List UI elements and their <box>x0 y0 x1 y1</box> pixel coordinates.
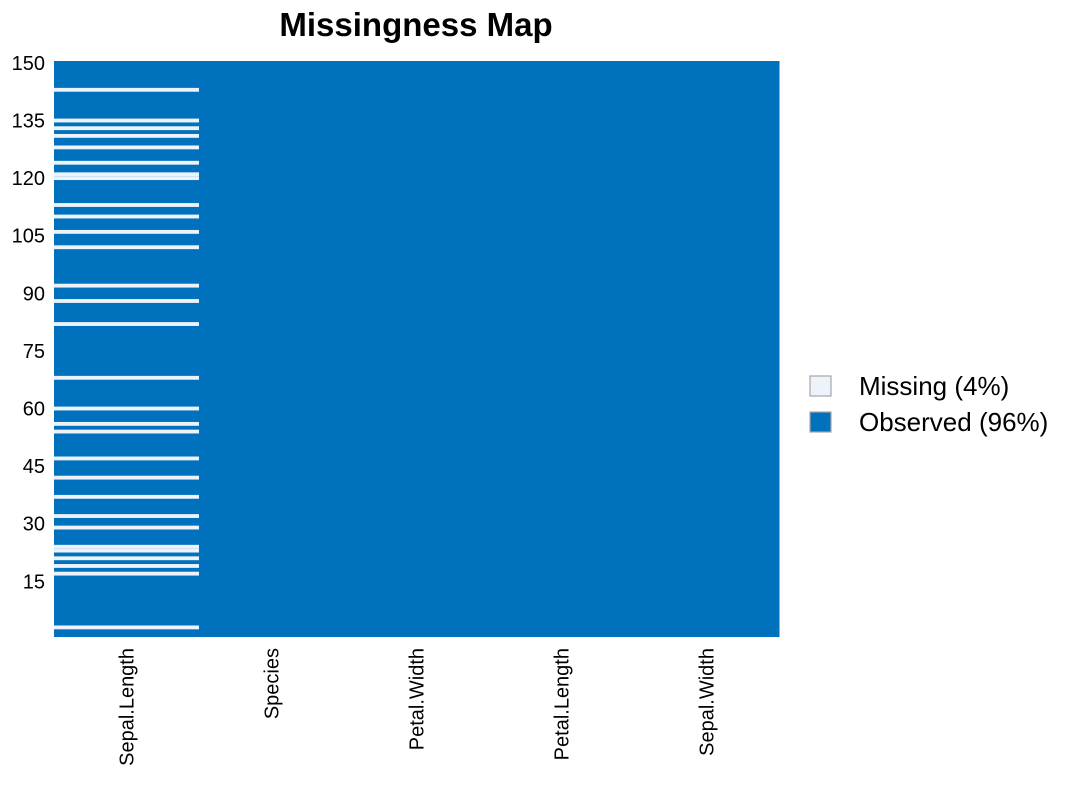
missing-cell <box>54 133 199 138</box>
missing-cell <box>54 214 199 219</box>
column-cells-sepal-width <box>634 61 780 637</box>
column-cells-sepal-length <box>54 61 200 637</box>
missing-cell <box>54 571 199 576</box>
missing-cell <box>54 514 199 518</box>
missing-cell <box>54 126 199 131</box>
missing-cell <box>54 299 199 303</box>
missing-cell <box>54 548 199 553</box>
missing-cell <box>54 556 199 561</box>
missing-cell <box>54 421 199 426</box>
x-tick-label: Species <box>262 648 284 719</box>
y-tick-label: 90 <box>23 283 45 305</box>
x-tick-label: Petal.Length <box>552 648 574 760</box>
missing-cell <box>54 176 199 181</box>
missing-cell <box>54 203 199 207</box>
y-tick-label: 45 <box>23 456 45 478</box>
missing-cell <box>54 406 199 411</box>
column-cells-species <box>199 61 345 637</box>
y-tick-label: 60 <box>23 399 45 421</box>
missing-cell <box>54 245 199 250</box>
missing-cell <box>54 456 199 461</box>
plot-area <box>54 61 780 637</box>
missing-cell <box>54 564 199 568</box>
missing-cell <box>54 525 199 530</box>
y-tick-label: 150 <box>12 53 45 75</box>
legend-label: Missing (4%) <box>859 371 1009 401</box>
missing-cell <box>54 229 199 234</box>
legend-swatch <box>809 411 832 433</box>
column-cells-petal-length <box>489 61 635 637</box>
missing-cell <box>54 172 199 177</box>
x-tick-label: Sepal.Length <box>117 648 139 766</box>
y-tick-label: 15 <box>23 571 45 593</box>
column-cells-petal-width <box>344 61 490 637</box>
missing-cell <box>54 87 199 92</box>
legend-swatch <box>809 375 832 397</box>
chart-title: Missingness Map <box>279 6 552 43</box>
y-tick-label: 30 <box>23 514 45 536</box>
missing-cell <box>54 475 199 480</box>
y-tick-label: 105 <box>12 226 45 248</box>
legend-label: Observed (96%) <box>859 407 1048 437</box>
y-tick-label: 135 <box>12 111 45 133</box>
x-tick-label: Petal.Width <box>407 648 429 750</box>
x-axis: Sepal.Length Species Petal.Width Petal.Leng… <box>117 648 719 766</box>
missing-cell <box>54 322 199 326</box>
y-tick-label: 75 <box>23 341 45 363</box>
missing-cell <box>54 375 199 380</box>
y-axis: 15 30 45 60 75 90 105 120 135 150 <box>12 53 45 593</box>
missing-cell <box>54 118 199 123</box>
missing-cell <box>54 429 199 434</box>
x-tick-label: Sepal.Width <box>697 648 719 756</box>
missing-cell <box>54 494 199 499</box>
legend: Missing (4%) Observed (96%) <box>809 371 1048 437</box>
missing-cell <box>54 625 199 630</box>
missing-cell <box>54 544 199 549</box>
missing-cell <box>54 145 199 150</box>
y-tick-label: 120 <box>12 168 45 190</box>
missing-cell <box>54 160 199 165</box>
missing-cell <box>54 283 199 288</box>
